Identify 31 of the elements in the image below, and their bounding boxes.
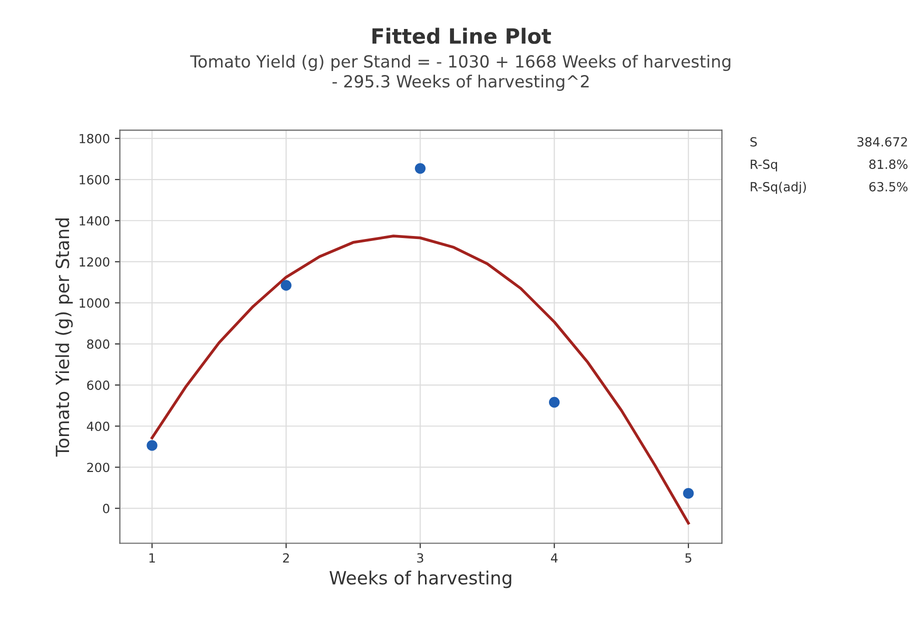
text: 384.672 xyxy=(857,137,907,147)
point xyxy=(683,488,694,499)
point xyxy=(280,280,292,291)
x-axis-title: Weeks of harvesting xyxy=(330,570,512,588)
chart-title: Fitted Line Plot xyxy=(372,28,551,44)
text: 63.5% xyxy=(869,182,908,192)
y-tick-label: 400 xyxy=(86,422,110,432)
y-tick-label: 1600 xyxy=(80,175,110,184)
x-tick-label: 1 xyxy=(149,553,155,562)
x-tick-label: 3 xyxy=(417,553,424,563)
y-tick-label: 1200 xyxy=(80,257,110,267)
x-tick-label: 4 xyxy=(550,553,558,562)
y-axis-title: Tomato Yield (g) per Stand xyxy=(55,218,73,457)
text: 81.8% xyxy=(869,160,908,170)
line-series xyxy=(150,234,690,525)
point xyxy=(146,440,158,451)
y-tick-label: 800 xyxy=(87,339,110,349)
chart-subtitle: Tomato Yield (g) per Stand = - 1030 + 1668 Weeks of harvesting - 295.3 Weeks of harvesting^2 xyxy=(190,54,730,91)
x-tick-label: 2 xyxy=(283,553,289,562)
y-tick-label: 1400 xyxy=(80,216,110,226)
y-tick-label: 0 xyxy=(103,504,110,514)
point xyxy=(414,163,426,174)
y-tick-label: 1800 xyxy=(80,134,110,144)
text: R-Sq xyxy=(750,160,778,172)
y-tick-label: 600 xyxy=(87,380,110,390)
y-tick-label: 200 xyxy=(87,462,110,472)
y-tick-label: 1000 xyxy=(80,298,110,308)
point xyxy=(548,396,560,408)
x-tick-label: 5 xyxy=(685,553,692,563)
text: R-Sq(adj) xyxy=(750,182,806,194)
text: S xyxy=(750,137,757,147)
